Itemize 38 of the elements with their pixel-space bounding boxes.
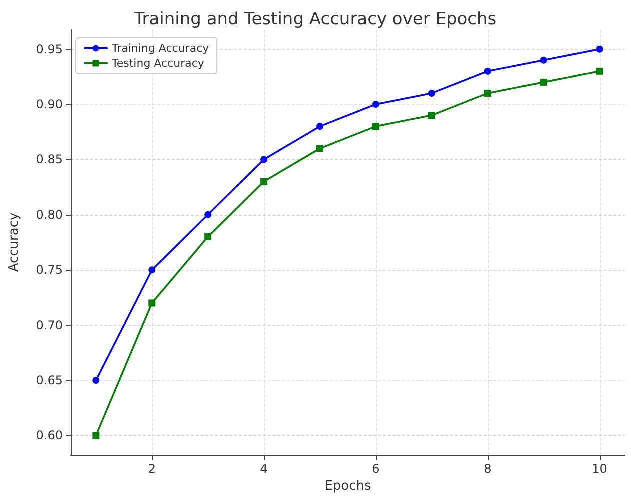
legend-label: Testing Accuracy (111, 57, 205, 70)
x-tick-label: 4 (260, 462, 268, 476)
point (260, 156, 268, 164)
point (596, 68, 604, 75)
point (92, 432, 100, 440)
point (596, 46, 604, 53)
point (372, 123, 380, 130)
point (204, 211, 212, 218)
point (260, 178, 268, 186)
y-tick-label: 0.85 (36, 152, 63, 167)
point (540, 56, 548, 64)
y-tick-label: 0.90 (36, 98, 63, 112)
point (92, 376, 100, 384)
point (428, 90, 436, 97)
point (540, 78, 548, 86)
y-tick-label: 0.70 (36, 318, 63, 332)
x-tick-label: 10 (592, 462, 608, 476)
point (316, 123, 324, 130)
point (148, 300, 156, 307)
y-tick-label: 0.60 (36, 428, 63, 443)
point (428, 112, 436, 120)
y-axis-title: Accuracy (7, 212, 22, 272)
point (372, 101, 380, 108)
x-tick-label: 6 (372, 462, 380, 476)
y-tick-label: 0.80 (36, 208, 63, 222)
point (484, 68, 492, 75)
x-tick-label: 2 (148, 462, 156, 476)
point (484, 90, 492, 97)
legend-label: Training Accuracy (111, 42, 210, 55)
x-axis-title: Epochs (324, 478, 372, 494)
chart-title: Training and Testing Accuracy over Epochs (133, 10, 497, 30)
point (148, 266, 156, 274)
x-tick-label: 8 (484, 462, 492, 476)
point (316, 145, 324, 152)
y-tick-label: 0.75 (36, 263, 63, 278)
y-tick-label: 0.65 (36, 373, 63, 388)
y-tick-label: 0.95 (36, 42, 63, 56)
point (204, 233, 212, 240)
